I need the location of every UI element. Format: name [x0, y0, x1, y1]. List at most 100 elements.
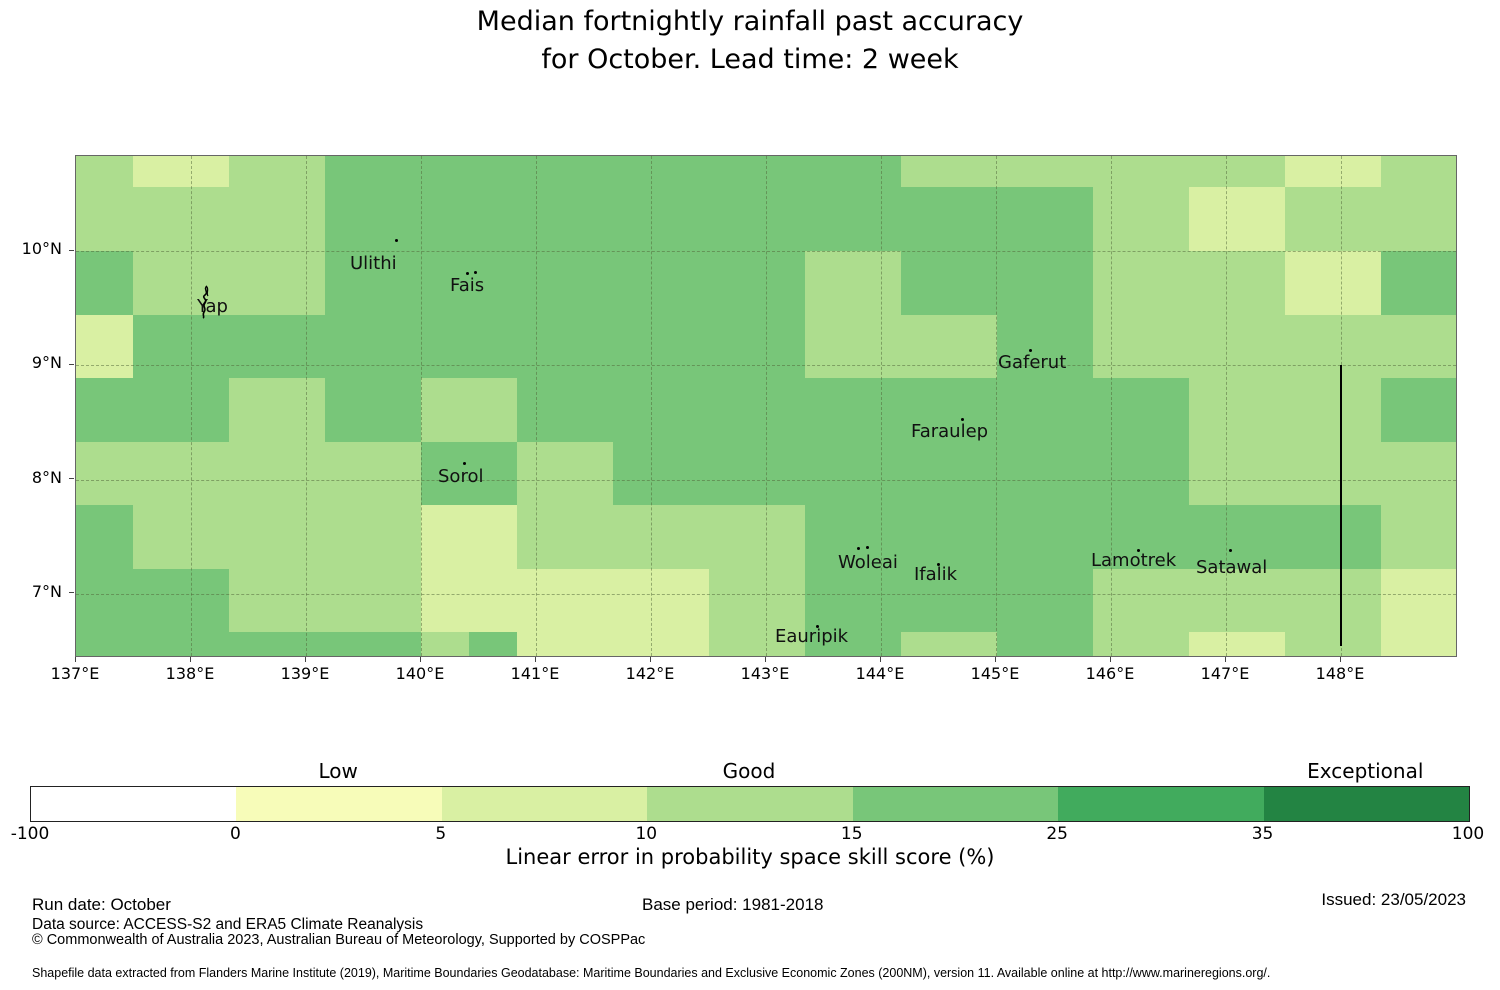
map-cell	[661, 568, 710, 633]
colorbar-tick-label: 35	[1251, 824, 1274, 844]
map-cell	[757, 251, 806, 316]
map-cell	[1188, 314, 1238, 379]
x-axis-tick	[189, 657, 191, 662]
map-cell	[1284, 187, 1334, 252]
map-cell	[997, 314, 1046, 379]
map-cell	[853, 156, 902, 189]
map-cell	[277, 377, 326, 443]
map-cell	[757, 568, 806, 633]
map-cell	[853, 504, 902, 570]
x-axis-tick	[649, 657, 651, 662]
map-cell	[76, 314, 134, 379]
map-cell	[613, 568, 662, 633]
island-label-woleai: Woleai	[838, 552, 898, 573]
x-axis-tick	[1109, 657, 1111, 662]
map-gridline-meridian	[1111, 156, 1112, 656]
map-cell	[180, 441, 230, 506]
map-cell	[277, 441, 326, 506]
map-cell	[1237, 314, 1286, 379]
map-cell	[517, 377, 566, 443]
map-cell	[804, 568, 854, 633]
map-cell	[948, 314, 998, 379]
colorbar-segment	[236, 787, 442, 821]
island-label-satawal: Satawal	[1196, 557, 1268, 578]
x-axis-tick-label: 147°E	[1200, 664, 1250, 683]
map-cell	[468, 156, 518, 189]
map-cell	[133, 187, 182, 252]
map-cell	[1428, 504, 1456, 570]
x-axis-tick	[764, 657, 766, 662]
map-cell	[661, 187, 710, 252]
map-cell	[1237, 631, 1286, 656]
map-cell	[564, 568, 614, 633]
map-cell	[421, 187, 470, 252]
map-gridline-meridian	[881, 156, 882, 656]
map-cell	[76, 504, 134, 570]
map-cell	[1044, 251, 1094, 316]
map-cell	[1284, 251, 1334, 316]
map-cell	[708, 314, 758, 379]
map-cell	[613, 631, 662, 656]
map-gridline-meridian	[996, 156, 997, 656]
map-cell	[804, 504, 854, 570]
map-cell	[1381, 377, 1430, 443]
x-axis-tick-label: 148°E	[1315, 664, 1365, 683]
map-cell	[277, 251, 326, 316]
map-cell	[804, 441, 854, 506]
map-cell	[901, 568, 950, 633]
map-cell	[1381, 504, 1430, 570]
map-cell	[901, 314, 950, 379]
map-cell	[853, 377, 902, 443]
map-cell	[1092, 156, 1142, 189]
map-cell	[468, 568, 518, 633]
map-cell	[1092, 377, 1142, 443]
y-axis-tick	[69, 363, 74, 365]
map-cell	[1428, 187, 1456, 252]
x-axis-tick-label: 138°E	[165, 664, 215, 683]
map-plot-area: Yap Ulithi Fais Gaferut Faraulep Sorol Woleai I…	[75, 155, 1457, 657]
map-cell	[1188, 631, 1238, 656]
map-cell	[517, 187, 566, 252]
colorbar-category-label: Low	[318, 759, 358, 783]
map-cell	[564, 631, 614, 656]
map-cell	[517, 504, 566, 570]
map-cell	[76, 568, 134, 633]
map-cell	[564, 251, 614, 316]
map-cell	[324, 156, 374, 189]
map-gridline-meridian	[421, 156, 422, 656]
map-cell	[997, 441, 1046, 506]
map-cell	[1092, 568, 1142, 633]
map-cell	[1141, 377, 1190, 443]
map-cell	[468, 187, 518, 252]
island-marker-dot	[465, 271, 469, 275]
map-cell	[1044, 568, 1094, 633]
map-cell	[468, 441, 518, 506]
map-cell	[708, 156, 758, 189]
map-cell	[564, 441, 614, 506]
map-cell	[757, 187, 806, 252]
map-cell	[133, 568, 182, 633]
map-cell	[901, 631, 950, 656]
y-axis-tick-label: 8°N	[31, 467, 62, 487]
x-axis-tick-label: 144°E	[855, 664, 905, 683]
map-cell	[1044, 314, 1094, 379]
map-cell	[373, 314, 422, 379]
map-cell	[373, 377, 422, 443]
map-cell	[373, 156, 422, 189]
map-cell	[1237, 441, 1286, 506]
island-label-faraulep: Faraulep	[911, 421, 989, 442]
map-cell	[661, 377, 710, 443]
chart-title-line1: Median fortnightly rainfall past accurac…	[476, 6, 1024, 37]
map-cell	[1428, 314, 1456, 379]
x-axis-tick	[74, 657, 76, 662]
map-cell	[76, 377, 134, 443]
map-cell	[180, 568, 230, 633]
map-cell	[613, 314, 662, 379]
map-cell	[133, 156, 182, 189]
map-cell	[853, 187, 902, 252]
map-cell	[76, 441, 134, 506]
chart-title: Median fortnightly rainfall past accurac…	[0, 3, 1500, 79]
map-cell	[277, 568, 326, 633]
x-axis-tick-label: 139°E	[280, 664, 330, 683]
map-cell	[1141, 631, 1190, 656]
